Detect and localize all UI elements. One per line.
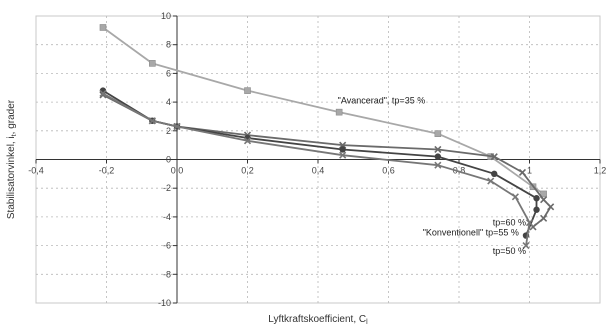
data-point	[540, 190, 547, 198]
data-point	[434, 161, 442, 169]
series-line-tp50	[102, 92, 531, 246]
data-point	[522, 242, 530, 250]
x-tick-label: 0,8	[453, 166, 466, 176]
data-point	[244, 87, 251, 94]
x-tick-label: 1	[527, 166, 532, 176]
data-point	[533, 195, 540, 202]
y-tick-label: -2	[163, 183, 171, 193]
y-tick-label: -10	[158, 298, 171, 308]
y-tick-label: -8	[163, 269, 171, 279]
y-tick-label: 6	[166, 68, 171, 78]
x-tick-label: -0,4	[28, 166, 44, 176]
data-point	[487, 177, 495, 185]
x-tick-label: 0,0	[171, 166, 184, 176]
x-tick-label: 0,2	[241, 166, 254, 176]
data-point	[99, 89, 107, 98]
y-tick-label: 8	[166, 40, 171, 50]
y-tick-label: 2	[166, 126, 171, 136]
data-point	[547, 203, 555, 211]
data-point	[540, 214, 548, 222]
data-point	[490, 153, 498, 161]
series-line-avancerad	[102, 26, 545, 195]
data-point	[434, 153, 442, 160]
data-point	[525, 219, 534, 227]
x-tick-label: -0,2	[99, 166, 115, 176]
data-point	[511, 193, 519, 201]
x-tick-label: 0,6	[382, 166, 395, 176]
annotation-label: tp=50 %	[493, 246, 526, 256]
y-tick-label: 4	[166, 97, 171, 107]
data-point	[533, 206, 540, 213]
series	[99, 24, 555, 250]
data-point	[335, 108, 343, 116]
data-point	[518, 168, 527, 176]
annotation-label: "Avancerad", tp=35 %	[338, 96, 426, 106]
annotations: "Avancerad", tp=35 % tp=60 %"Konventionel…	[338, 96, 526, 257]
x-tick-label: 0,4	[312, 166, 325, 176]
x-axis-title: Lyftkraftskoefficient, Cl	[268, 314, 368, 326]
y-tick-label: -4	[163, 212, 171, 222]
y-tick-label: 0	[166, 155, 171, 165]
y-tick-label: 10	[161, 11, 171, 21]
axes	[35, 15, 601, 304]
data-point	[491, 170, 498, 178]
data-point	[243, 137, 252, 145]
data-point	[149, 60, 156, 67]
data-point	[540, 196, 548, 204]
x-tick-label: 1,2	[594, 166, 607, 176]
data-point	[339, 146, 346, 153]
y-axis-title: Stabilisatorvinkel, it, grader	[6, 99, 18, 219]
data-point	[434, 130, 442, 137]
series-tp50	[99, 89, 534, 250]
y-tick-label: -6	[163, 241, 171, 251]
annotation-label: "Konventionell" tp=55 %	[423, 228, 519, 238]
annotation-label: tp=60 %	[493, 218, 526, 228]
data-point	[99, 24, 107, 31]
data-point	[173, 122, 181, 131]
data-point	[339, 151, 347, 159]
tick-labels: -0,4 -0,2 0,0 0,2 0,4 0,6 0,8 1 1,2 10 8 6 4 2 0 -2 -4 -6…	[28, 11, 606, 308]
data-point	[434, 145, 442, 154]
data-point	[148, 117, 156, 125]
